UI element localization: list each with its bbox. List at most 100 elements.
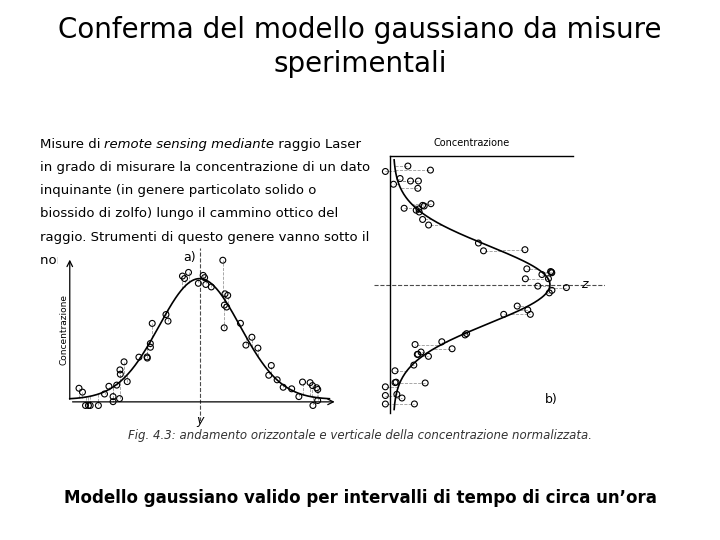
Point <box>532 282 544 291</box>
Point <box>73 384 85 393</box>
Point <box>461 329 472 338</box>
Point <box>423 352 434 361</box>
Point <box>271 375 283 384</box>
Point <box>521 265 533 273</box>
Point <box>390 367 401 375</box>
Point <box>396 394 408 402</box>
Text: Concentrazione: Concentrazione <box>433 138 510 148</box>
Point <box>235 319 246 328</box>
Point <box>412 350 423 359</box>
Point <box>312 396 323 405</box>
Point <box>179 274 190 283</box>
Point <box>183 268 194 276</box>
Point <box>405 177 416 185</box>
Point <box>395 174 406 183</box>
Text: a): a) <box>184 251 196 264</box>
Point <box>459 330 471 339</box>
Point <box>522 306 534 314</box>
Point <box>408 361 420 369</box>
Point <box>192 279 204 288</box>
Point <box>77 388 89 396</box>
Point <box>200 280 212 289</box>
Text: nome generico di LIDAR o DIAL.: nome generico di LIDAR o DIAL. <box>40 254 251 267</box>
Point <box>305 379 316 387</box>
Point <box>141 353 153 361</box>
Point <box>426 199 437 208</box>
Point <box>413 177 424 185</box>
Point <box>415 348 427 356</box>
Text: Concentrazione: Concentrazione <box>59 294 68 365</box>
Point <box>478 246 490 255</box>
Point <box>240 341 252 349</box>
Point <box>410 206 422 214</box>
Point <box>286 384 297 393</box>
Point <box>161 310 172 319</box>
Point <box>80 401 91 410</box>
Point <box>197 271 209 280</box>
Point <box>413 350 424 359</box>
Point <box>107 392 119 401</box>
Point <box>472 239 484 247</box>
Point <box>511 302 523 310</box>
Point <box>420 379 431 387</box>
Point <box>379 400 391 408</box>
Point <box>418 201 430 210</box>
Point <box>114 394 125 403</box>
Point <box>519 245 531 254</box>
Point <box>520 274 531 283</box>
Point <box>546 286 558 295</box>
Point <box>498 310 510 319</box>
Point <box>297 377 308 386</box>
Point <box>122 377 133 386</box>
Point <box>218 323 230 332</box>
Point <box>525 310 536 319</box>
Point <box>446 345 458 353</box>
Point <box>388 180 400 188</box>
Point <box>111 381 122 389</box>
Point <box>425 166 436 174</box>
Point <box>545 267 557 276</box>
Point <box>413 205 425 213</box>
Point <box>93 401 104 410</box>
Point <box>145 339 156 348</box>
Point <box>398 204 410 213</box>
Point <box>133 353 145 361</box>
Point <box>146 319 158 328</box>
Point <box>536 270 548 279</box>
Point <box>176 272 188 280</box>
Point <box>417 215 428 224</box>
Text: remote sensing mediante: remote sensing mediante <box>104 138 274 151</box>
Point <box>145 343 156 352</box>
Point <box>99 390 110 399</box>
Point <box>390 378 402 387</box>
Point <box>103 382 114 390</box>
Point <box>379 167 391 176</box>
Point <box>409 340 420 349</box>
Point <box>417 201 428 210</box>
Point <box>312 385 323 394</box>
Point <box>114 366 126 374</box>
Point <box>546 268 557 276</box>
Point <box>307 381 318 390</box>
Point <box>391 390 402 399</box>
Point <box>219 301 230 309</box>
Point <box>544 288 555 297</box>
Point <box>220 289 231 298</box>
Point <box>409 400 420 408</box>
Text: raggio. Strumenti di questo genere vanno sotto il: raggio. Strumenti di questo genere vanno… <box>40 231 369 244</box>
Text: Misure di: Misure di <box>40 138 104 151</box>
Point <box>217 256 228 265</box>
Point <box>307 401 319 410</box>
Text: inquinante (in genere particolato solido o: inquinante (in genere particolato solido… <box>40 184 316 197</box>
Point <box>436 338 448 346</box>
Point <box>205 282 217 291</box>
Point <box>114 370 126 379</box>
Point <box>379 382 391 391</box>
Point <box>83 401 94 410</box>
Point <box>390 378 401 387</box>
Point <box>379 391 391 400</box>
Point <box>413 208 425 217</box>
Point <box>266 361 277 370</box>
Point <box>84 401 96 410</box>
Point <box>561 284 572 292</box>
